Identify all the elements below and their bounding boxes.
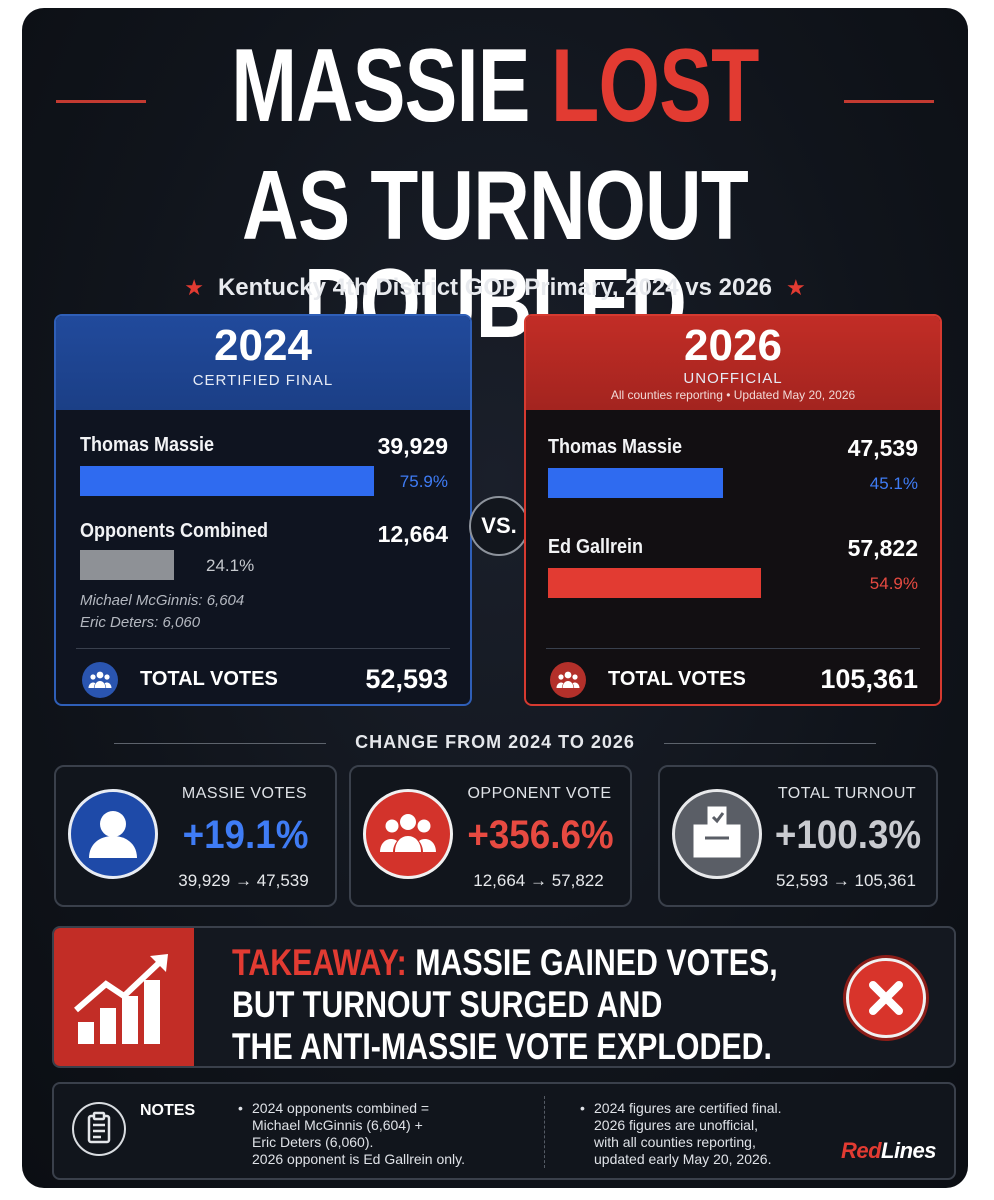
breakdown-line: Eric Deters: 6,060: [80, 614, 201, 631]
total-votes-value: 52,593: [365, 664, 448, 694]
group-icon: [82, 662, 118, 698]
bar-opponents-2024: [80, 550, 174, 580]
takeaway-line: THE ANTI-MASSIE VOTE EXPLODED.: [232, 1026, 772, 1067]
group-icon: [550, 662, 586, 698]
bar-gallrein-2026: [548, 568, 761, 598]
stat-from-to: 52,593 → 105,361: [776, 871, 916, 890]
brand-part: Red: [840, 1138, 882, 1163]
panel-year: 2026: [684, 321, 782, 370]
headline-rule-right: [844, 100, 934, 103]
stat-massie-votes: MASSIE VOTES +19.1% 39,929 → 47,539: [54, 765, 337, 907]
clipboard-icon: [72, 1102, 126, 1156]
candidate-pct: 24.1%: [206, 556, 255, 575]
brand-logo: RedLines: [840, 1138, 937, 1164]
trend-up-chart-icon: [54, 928, 194, 1066]
headline-line1: MASSIE LOST: [136, 34, 855, 138]
vs-badge: VS.: [469, 496, 529, 556]
panel-status-tag: CERTIFIED FINAL: [192, 372, 334, 389]
note-line: Eric Deters (6,060).: [252, 1134, 374, 1150]
candidate-pct: 54.9%: [869, 574, 918, 593]
candidate-name: Ed Gallrein: [548, 536, 644, 558]
notes-left: • 2024 opponents combined = Michael McGi…: [238, 1100, 465, 1167]
total-votes-label: TOTAL VOTES: [608, 668, 746, 690]
infographic-card: MASSIE LOST AS TURNOUT DOUBLED ★ Kentucky…: [22, 8, 968, 1188]
panel-status-tag: UNOFFICIAL: [683, 370, 783, 387]
stat-label: TOTAL TURNOUT: [777, 785, 917, 802]
star-icon: ★: [184, 275, 204, 300]
breakdown-line: Michael McGinnis: 6,604: [80, 592, 245, 609]
candidate-votes: 57,822: [847, 535, 918, 561]
stat-from-to: 12,664 → 57,822: [473, 871, 604, 890]
candidate-name: Thomas Massie: [548, 436, 683, 458]
divider: [76, 648, 450, 649]
note-line: with all counties reporting,: [594, 1134, 756, 1150]
total-votes-label: TOTAL VOTES: [140, 668, 278, 690]
subtitle-text: Kentucky 4th District GOP Primary, 2024 …: [217, 274, 773, 301]
stat-opponent-vote: OPPONENT VOTE +356.6% 12,664 → 57,822: [349, 765, 632, 907]
star-icon: ★: [786, 275, 806, 300]
section-rule-right: [664, 743, 876, 744]
note-line: 2024 opponents combined =: [252, 1100, 430, 1116]
takeaway-label: TAKEAWAY:: [232, 942, 407, 983]
brand-part: Lines: [881, 1138, 936, 1163]
panel-status-note: All counties reporting • Updated May 20,…: [610, 388, 856, 402]
panel-2026: 2026 UNOFFICIAL All counties reporting •…: [524, 314, 942, 706]
takeaway-line: BUT TURNOUT SURGED AND: [232, 984, 663, 1025]
notes-label: NOTES: [140, 1102, 196, 1119]
subtitle: ★ Kentucky 4th District GOP Primary, 2024…: [22, 274, 968, 302]
candidate-pct: 75.9%: [399, 472, 448, 491]
headline-rule-left: [56, 100, 146, 103]
candidate-votes: 39,929: [377, 433, 448, 459]
takeaway-box: TAKEAWAY: MASSIE GAINED VOTES, BUT TURNO…: [52, 926, 956, 1068]
bar-massie-2026: [548, 468, 723, 498]
headline-word-lost: LOST: [550, 28, 759, 144]
stat-value: +19.1%: [182, 813, 309, 857]
stat-total-turnout: TOTAL TURNOUT +100.3% 52,593 → 105,361: [658, 765, 938, 907]
stat-value: +356.6%: [467, 813, 614, 857]
headline-word-massie: MASSIE: [231, 28, 530, 144]
candidate-name: Thomas Massie: [80, 434, 215, 456]
candidate-votes: 47,539: [847, 435, 918, 461]
x-mark-icon: [846, 958, 926, 1038]
total-votes-value: 105,361: [820, 664, 918, 694]
stat-label: MASSIE VOTES: [181, 785, 308, 802]
candidate-pct: 45.1%: [869, 474, 918, 493]
person-icon: [68, 789, 158, 879]
candidate-name: Opponents Combined: [80, 520, 269, 542]
takeaway-text: TAKEAWAY: MASSIE GAINED VOTES, BUT TURNO…: [232, 942, 778, 1067]
note-line: updated early May 20, 2026.: [594, 1151, 772, 1167]
ballot-box-icon: [672, 789, 762, 879]
panel-2024: 2024 CERTIFIED FINAL Thomas Massie 39,92…: [54, 314, 472, 706]
headline-line2: AS TURNOUT DOUBLED: [242, 150, 749, 358]
stat-from-to: 39,929 → 47,539: [178, 871, 309, 890]
note-line: Michael McGinnis (6,604) +: [252, 1117, 423, 1133]
panel-2024-header: 2024 CERTIFIED FINAL: [56, 316, 470, 410]
notes-box: NOTES • 2024 opponents combined = Michae…: [52, 1082, 956, 1180]
panel-year: 2024: [214, 321, 312, 370]
divider: [546, 648, 920, 649]
change-section-title: CHANGE FROM 2024 TO 2026: [355, 732, 635, 752]
note-line: 2026 figures are unofficial,: [594, 1117, 758, 1133]
note-line: 2026 opponent is Ed Gallrein only.: [252, 1151, 465, 1167]
notes-divider: [544, 1096, 545, 1168]
bar-massie-2024: [80, 466, 375, 496]
stat-value: +100.3%: [774, 813, 922, 857]
stat-label: OPPONENT VOTE: [467, 785, 612, 802]
candidate-votes: 12,664: [377, 521, 448, 547]
takeaway-line: MASSIE GAINED VOTES,: [415, 942, 778, 983]
panel-2026-header: 2026 UNOFFICIAL All counties reporting •…: [526, 316, 940, 410]
section-rule-left: [114, 743, 326, 744]
note-line: 2024 figures are certified final.: [594, 1100, 782, 1116]
group-icon: [363, 789, 453, 879]
notes-right: • 2024 figures are certified final. 2026…: [580, 1100, 782, 1167]
